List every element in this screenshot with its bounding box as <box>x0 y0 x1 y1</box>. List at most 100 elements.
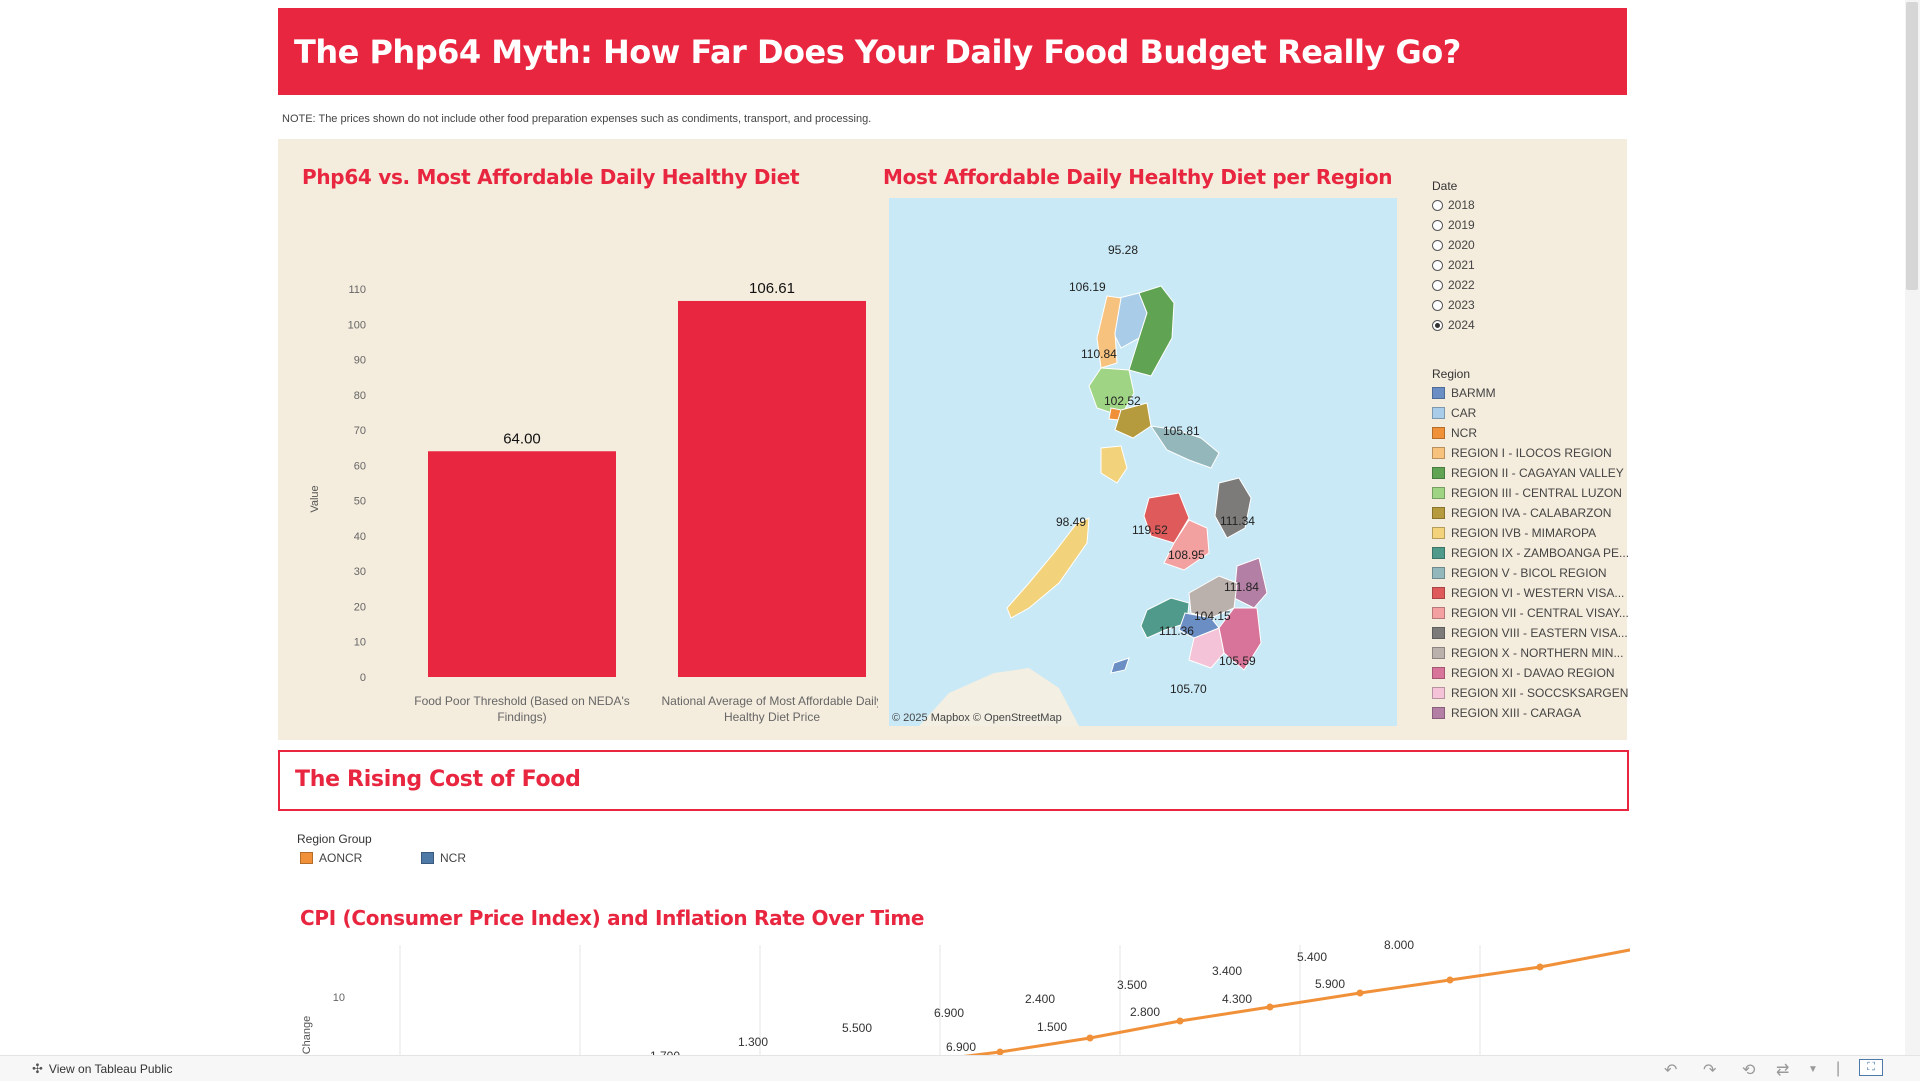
region-legend-item[interactable]: REGION III - CENTRAL LUZON <box>1432 485 1622 501</box>
region-group-aoncr[interactable]: AONCR <box>300 851 362 865</box>
date-option-2022[interactable]: 2022 <box>1432 277 1475 293</box>
y-tick-label: 70 <box>354 425 366 437</box>
point-label-lower: 1.500 <box>1037 1020 1067 1034</box>
map-region-bicol[interactable] <box>1149 425 1220 469</box>
region-swatch <box>1432 447 1445 459</box>
point-label-lower: 2.500 <box>855 1054 885 1055</box>
data-point[interactable] <box>1536 963 1544 971</box>
map-region-zamboanga[interactable] <box>1140 597 1190 639</box>
radio-button[interactable] <box>1432 199 1443 211</box>
point-label-upper: 8.000 <box>1384 938 1414 952</box>
aoncr-series-line[interactable] <box>910 948 1630 1055</box>
date-option-label: 2021 <box>1448 258 1475 272</box>
data-point[interactable] <box>1446 976 1454 984</box>
ncr-label: NCR <box>440 851 466 865</box>
region-legend-item[interactable]: NCR <box>1432 425 1477 441</box>
map-attribution: © 2025 Mapbox © OpenStreetMap <box>892 712 1062 724</box>
region-map[interactable]: 95.28 106.19 110.84 102.52 105.81 98.49 119.52… <box>889 198 1397 726</box>
bar-0[interactable] <box>428 451 616 677</box>
refresh-icon[interactable]: ⇄ <box>1776 1062 1790 1079</box>
region-legend-item[interactable]: REGION VIII - EASTERN VISA... <box>1432 625 1628 641</box>
radio-button[interactable] <box>1432 319 1443 331</box>
region-legend-label: REGION X - NORTHERN MIN... <box>1451 646 1624 660</box>
bar-1[interactable] <box>678 300 866 677</box>
title-banner: The Php64 Myth: How Far Does Your Daily … <box>278 8 1627 95</box>
date-option-2020[interactable]: 2020 <box>1432 237 1475 253</box>
date-option-label: 2024 <box>1448 318 1475 332</box>
map-value-label: 111.34 <box>1220 514 1255 528</box>
data-point[interactable] <box>1086 1034 1094 1042</box>
tableau-link-label: View on Tableau Public <box>48 1062 173 1076</box>
chevron-down-icon[interactable]: ▼ <box>1808 1064 1818 1075</box>
y-tick-label: 90 <box>354 355 366 367</box>
region-legend-item[interactable]: REGION IVA - CALABARZON <box>1432 505 1611 521</box>
point-label-upper: 1.300 <box>738 1035 768 1049</box>
map-region-mimaropa-mindoro[interactable] <box>1100 445 1128 484</box>
fullscreen-icon[interactable]: ⛶ <box>1859 1059 1883 1076</box>
region-legend-label: REGION VI - WESTERN VISA... <box>1451 586 1625 600</box>
region-legend-item[interactable]: REGION IX - ZAMBOANGA PE... <box>1432 545 1629 561</box>
region-legend-item[interactable]: BARMM <box>1432 385 1496 401</box>
date-option-label: 2022 <box>1448 278 1475 292</box>
point-label-upper: 2.400 <box>1025 992 1055 1006</box>
region-swatch <box>1432 487 1445 499</box>
date-option-2018[interactable]: 2018 <box>1432 197 1475 213</box>
region-legend-label: REGION XII - SOCCSKSARGEN <box>1451 686 1629 700</box>
aoncr-label: AONCR <box>319 851 363 865</box>
date-option-2021[interactable]: 2021 <box>1432 257 1475 273</box>
data-point[interactable] <box>1176 1017 1184 1025</box>
view-on-tableau-link[interactable]: ✣ View on Tableau Public <box>32 1061 173 1077</box>
map-region-barmm-sulu[interactable] <box>1110 657 1130 674</box>
redo-icon[interactable]: ↷ <box>1703 1062 1717 1079</box>
region-group-ncr[interactable]: NCR <box>421 851 466 865</box>
radio-button[interactable] <box>1432 239 1443 251</box>
point-label-upper: 3.500 <box>1117 978 1147 992</box>
map-region-ilocos[interactable] <box>1096 295 1122 369</box>
radio-button[interactable] <box>1432 279 1443 291</box>
map-value-label: 105.81 <box>1163 424 1200 438</box>
region-swatch <box>1432 627 1445 639</box>
date-option-2024[interactable]: 2024 <box>1432 317 1475 333</box>
map-region-calabarzon[interactable] <box>1114 402 1152 439</box>
point-label-lower: 5.900 <box>1315 977 1345 991</box>
region-legend-item[interactable]: REGION I - ILOCOS REGION <box>1432 445 1612 461</box>
region-legend-item[interactable]: REGION XI - DAVAO REGION <box>1432 665 1615 681</box>
y-axis-label: Value <box>309 485 321 512</box>
map-region-cagayan[interactable] <box>1128 285 1175 377</box>
section-title: The Rising Cost of Food <box>295 767 581 792</box>
data-point[interactable] <box>1266 1003 1274 1011</box>
region-legend-item[interactable]: REGION IVB - MIMAROPA <box>1432 525 1596 541</box>
bar-value-label: 106.61 <box>749 280 795 297</box>
map-value-label: 98.49 <box>1056 515 1086 529</box>
y-tick-label: 20 <box>354 601 366 613</box>
date-option-2019[interactable]: 2019 <box>1432 217 1475 233</box>
region-legend-item[interactable]: REGION VII - CENTRAL VISAY... <box>1432 605 1629 621</box>
data-point[interactable] <box>1356 989 1364 997</box>
dashboard-title: The Php64 Myth: How Far Does Your Daily … <box>294 33 1461 71</box>
y-tick-label: 60 <box>354 460 366 472</box>
map-region-mimaropa-palawan[interactable] <box>1006 517 1090 619</box>
region-legend-item[interactable]: REGION XII - SOCCSKSARGEN <box>1432 685 1628 701</box>
map-value-label: 108.95 <box>1168 548 1205 562</box>
scrollbar-thumb[interactable] <box>1906 2 1918 290</box>
region-swatch <box>1432 387 1445 399</box>
region-legend-item[interactable]: CAR <box>1432 405 1476 421</box>
date-option-2023[interactable]: 2023 <box>1432 297 1475 313</box>
region-legend-item[interactable]: REGION X - NORTHERN MIN... <box>1432 645 1623 661</box>
region-legend-label: REGION XI - DAVAO REGION <box>1451 666 1615 680</box>
region-legend-item[interactable]: REGION II - CAGAYAN VALLEY <box>1432 465 1624 481</box>
data-point[interactable] <box>996 1048 1004 1056</box>
revert-icon[interactable]: ⟲ <box>1742 1062 1756 1079</box>
undo-icon[interactable]: ↶ <box>1664 1062 1678 1079</box>
region-legend-item[interactable]: REGION V - BICOL REGION <box>1432 565 1607 581</box>
region-legend-item[interactable]: REGION VI - WESTERN VISA... <box>1432 585 1624 601</box>
region-legend-item[interactable]: REGION XIII - CARAGA <box>1432 705 1581 721</box>
radio-button[interactable] <box>1432 299 1443 311</box>
map-region-eastern-visayas[interactable] <box>1214 477 1252 539</box>
map-region-barmm[interactable] <box>1178 612 1220 639</box>
map-region-central-visayas[interactable] <box>1163 519 1210 571</box>
map-title: Most Affordable Daily Healthy Diet per R… <box>883 165 1393 189</box>
region-swatch <box>1432 567 1445 579</box>
radio-button[interactable] <box>1432 259 1443 271</box>
radio-button[interactable] <box>1432 219 1443 231</box>
